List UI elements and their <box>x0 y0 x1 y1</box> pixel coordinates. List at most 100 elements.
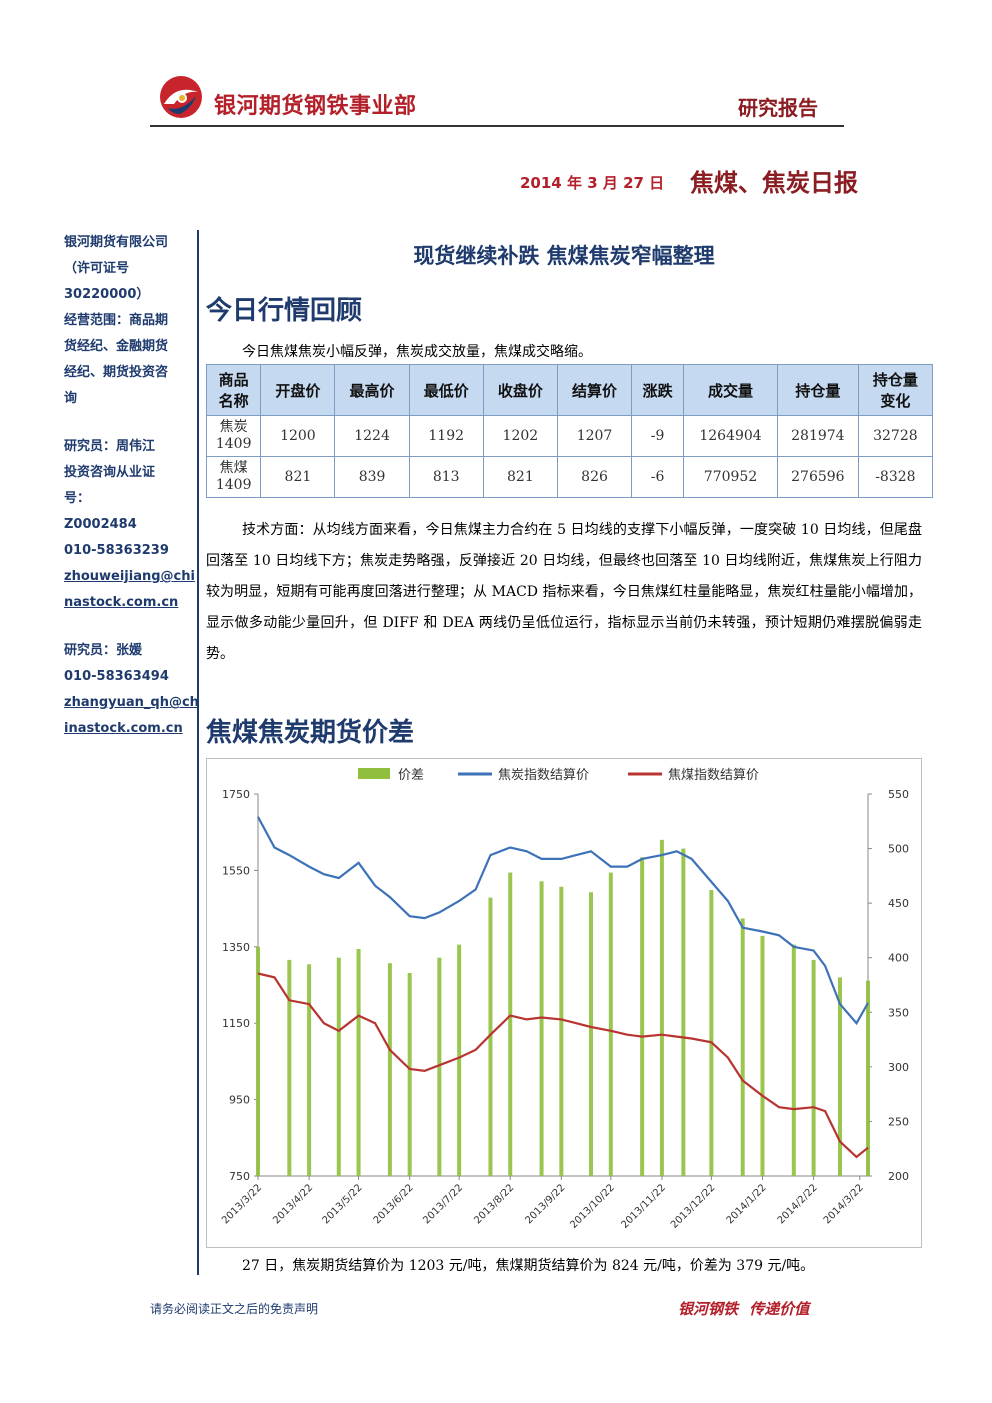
section-title-market-review: 今日行情回顾 <box>206 296 363 326</box>
spread-bar <box>387 963 392 1176</box>
analyst1-line: 投资咨询从业证 <box>64 465 156 480</box>
right-axis-tick-label: 350 <box>888 1006 909 1019</box>
right-axis-tick-label: 550 <box>888 788 909 801</box>
legend-swatch <box>358 768 390 779</box>
sidebar-company-line: 经营范围：商品期 <box>64 313 169 328</box>
table-cell: -9 <box>631 415 685 457</box>
spread-bar <box>640 857 645 1176</box>
spread-bar <box>407 972 412 1176</box>
left-axis-tick-label: 750 <box>229 1170 250 1183</box>
table-header-cell: 收盘价 <box>482 364 558 416</box>
report-type: 研究报告 <box>738 96 818 120</box>
table-header-row: 商品 名称 开盘价 最高价 最低价 收盘价 结算价 涨跌 成交量 持仓量 持仓量 变化 <box>205 364 934 416</box>
spread-bar <box>287 959 292 1176</box>
right-axis-tick-label: 450 <box>888 897 909 910</box>
footer-slogan: 银河钢铁 传递价值 <box>678 1300 810 1318</box>
legend-label: 价差 <box>398 768 424 783</box>
table-cell: 1224 <box>334 415 410 457</box>
spread-bar <box>681 848 686 1176</box>
chart-frame <box>206 758 922 1248</box>
table-header-cell: 最高价 <box>334 364 410 416</box>
spread-bar <box>256 946 260 1176</box>
spread-bar <box>336 957 341 1176</box>
galaxy-logo-icon <box>160 76 202 118</box>
table-cell: -6 <box>631 456 685 498</box>
left-axis-tick-label: 1150 <box>222 1017 250 1030</box>
company-name: 银河期货钢铁事业部 <box>214 94 417 119</box>
sidebar-company-line: 30220000） <box>64 287 150 302</box>
table-cell: 32728 <box>857 415 934 457</box>
analyst2-name: 研究员：张媛 <box>64 643 143 658</box>
analysis-paragraph: 技术方面：从均线方面来看，今日焦煤主力合约在 5 日均线的支撑下小幅反弹，一度突… <box>206 522 922 662</box>
sidebar-company-line: 货经纪、金融期货 <box>64 339 169 354</box>
left-axis-tick-label: 1550 <box>222 864 250 877</box>
table-cell-product: 焦炭 1409 <box>205 415 262 457</box>
table-row: 焦煤 1409 821 839 813 821 826 -6 770952 276596 -8328 <box>205 456 934 498</box>
spread-bar <box>488 897 493 1176</box>
analyst2-email[interactable]: inastock.com.cn <box>64 721 183 736</box>
spread-bar <box>791 944 796 1176</box>
spread-bar <box>589 892 594 1176</box>
sidebar-company-line: 经纪、期货投资咨 <box>64 365 169 380</box>
spread-bar <box>837 977 842 1176</box>
spread-bar <box>760 935 765 1176</box>
left-axis-tick-label: 1750 <box>222 788 250 801</box>
spread-chart: 价差 焦炭指数结算价 焦煤指数结算价 750 950 1150 1350 1550 1750 20… <box>206 758 922 1248</box>
spread-bar <box>709 890 714 1176</box>
analyst1-phone: 010-58363239 <box>64 543 169 558</box>
disclaimer-note[interactable]: 请务必阅读正文之后的免责声明 <box>150 1302 319 1316</box>
report-name: 焦煤、焦炭日报 <box>690 169 858 197</box>
table-cell: 813 <box>408 456 484 498</box>
spread-bar <box>356 948 361 1176</box>
table-row: 焦炭 1409 1200 1224 1192 1202 1207 -9 1264904 28197… <box>205 415 934 457</box>
sidebar-company-line: （许可证号 <box>64 261 130 276</box>
table-cell: 770952 <box>683 456 778 498</box>
sidebar-company-line: 询 <box>64 391 78 406</box>
analyst1-line: 号： <box>64 491 91 506</box>
spread-bar <box>437 957 442 1176</box>
table-cell: 1207 <box>556 415 633 457</box>
table-header-cell: 最低价 <box>408 364 484 416</box>
sidebar: 银河期货有限公司 （许可证号 30220000） 经营范围：商品期 货经纪、金融… <box>64 230 199 742</box>
spread-bar <box>659 839 664 1176</box>
analyst1-line: 研究员：周伟江 <box>64 439 156 454</box>
summary-text: 27 日，焦炭期货结算价为 1203 元/吨，焦煤期货结算价为 824 元/吨，… <box>242 1258 815 1274</box>
header-divider <box>150 125 844 127</box>
table-header-cell: 成交量 <box>683 364 778 416</box>
right-axis-tick-label: 500 <box>888 843 909 856</box>
spread-bar <box>457 944 462 1176</box>
table-header-cell: 持仓量 <box>776 364 859 416</box>
spread-bar <box>866 980 870 1176</box>
left-axis-tick-label: 950 <box>229 1094 250 1107</box>
table-cell: 1264904 <box>683 415 778 457</box>
analyst1-email[interactable]: nastock.com.cn <box>64 595 179 610</box>
analyst1-id: Z0002484 <box>64 517 137 532</box>
table-cell: 821 <box>260 456 336 498</box>
table-cell: 1202 <box>482 415 558 457</box>
intro-text: 今日焦煤焦炭小幅反弹，焦炭成交放量，焦煤成交略缩。 <box>242 344 592 360</box>
coking-coal-index-line <box>257 972 869 1159</box>
table-header-cell: 开盘价 <box>260 364 336 416</box>
legend-label: 焦煤指数结算价 <box>668 768 759 783</box>
spread-bar <box>608 872 613 1176</box>
table-header-cell: 持仓量 变化 <box>857 364 934 416</box>
spread-bar <box>559 886 564 1176</box>
table-cell-product: 焦煤 1409 <box>205 456 262 498</box>
table-cell: -8328 <box>857 456 934 498</box>
sidebar-company-line: 银河期货有限公司 <box>64 235 169 250</box>
coke-index-line <box>257 816 869 1026</box>
right-axis-tick-label: 250 <box>888 1115 909 1128</box>
right-axis-tick-label: 300 <box>888 1061 909 1074</box>
report-date: 2014 年 3 月 27 日 <box>520 174 665 192</box>
spread-bar <box>811 959 816 1176</box>
left-axis-tick-label: 1350 <box>222 941 250 954</box>
right-axis-tick-label: 400 <box>888 952 909 965</box>
spread-bar <box>307 964 312 1176</box>
table-cell: 826 <box>556 456 633 498</box>
analyst2-email[interactable]: zhangyuan_qh@ch <box>64 695 199 710</box>
spread-bar <box>508 872 513 1176</box>
analyst1-email[interactable]: zhouweijiang@chi <box>64 569 195 584</box>
right-axis-tick-label: 200 <box>888 1170 909 1183</box>
table-cell: 839 <box>334 456 410 498</box>
sidebar-divider <box>197 230 199 1275</box>
